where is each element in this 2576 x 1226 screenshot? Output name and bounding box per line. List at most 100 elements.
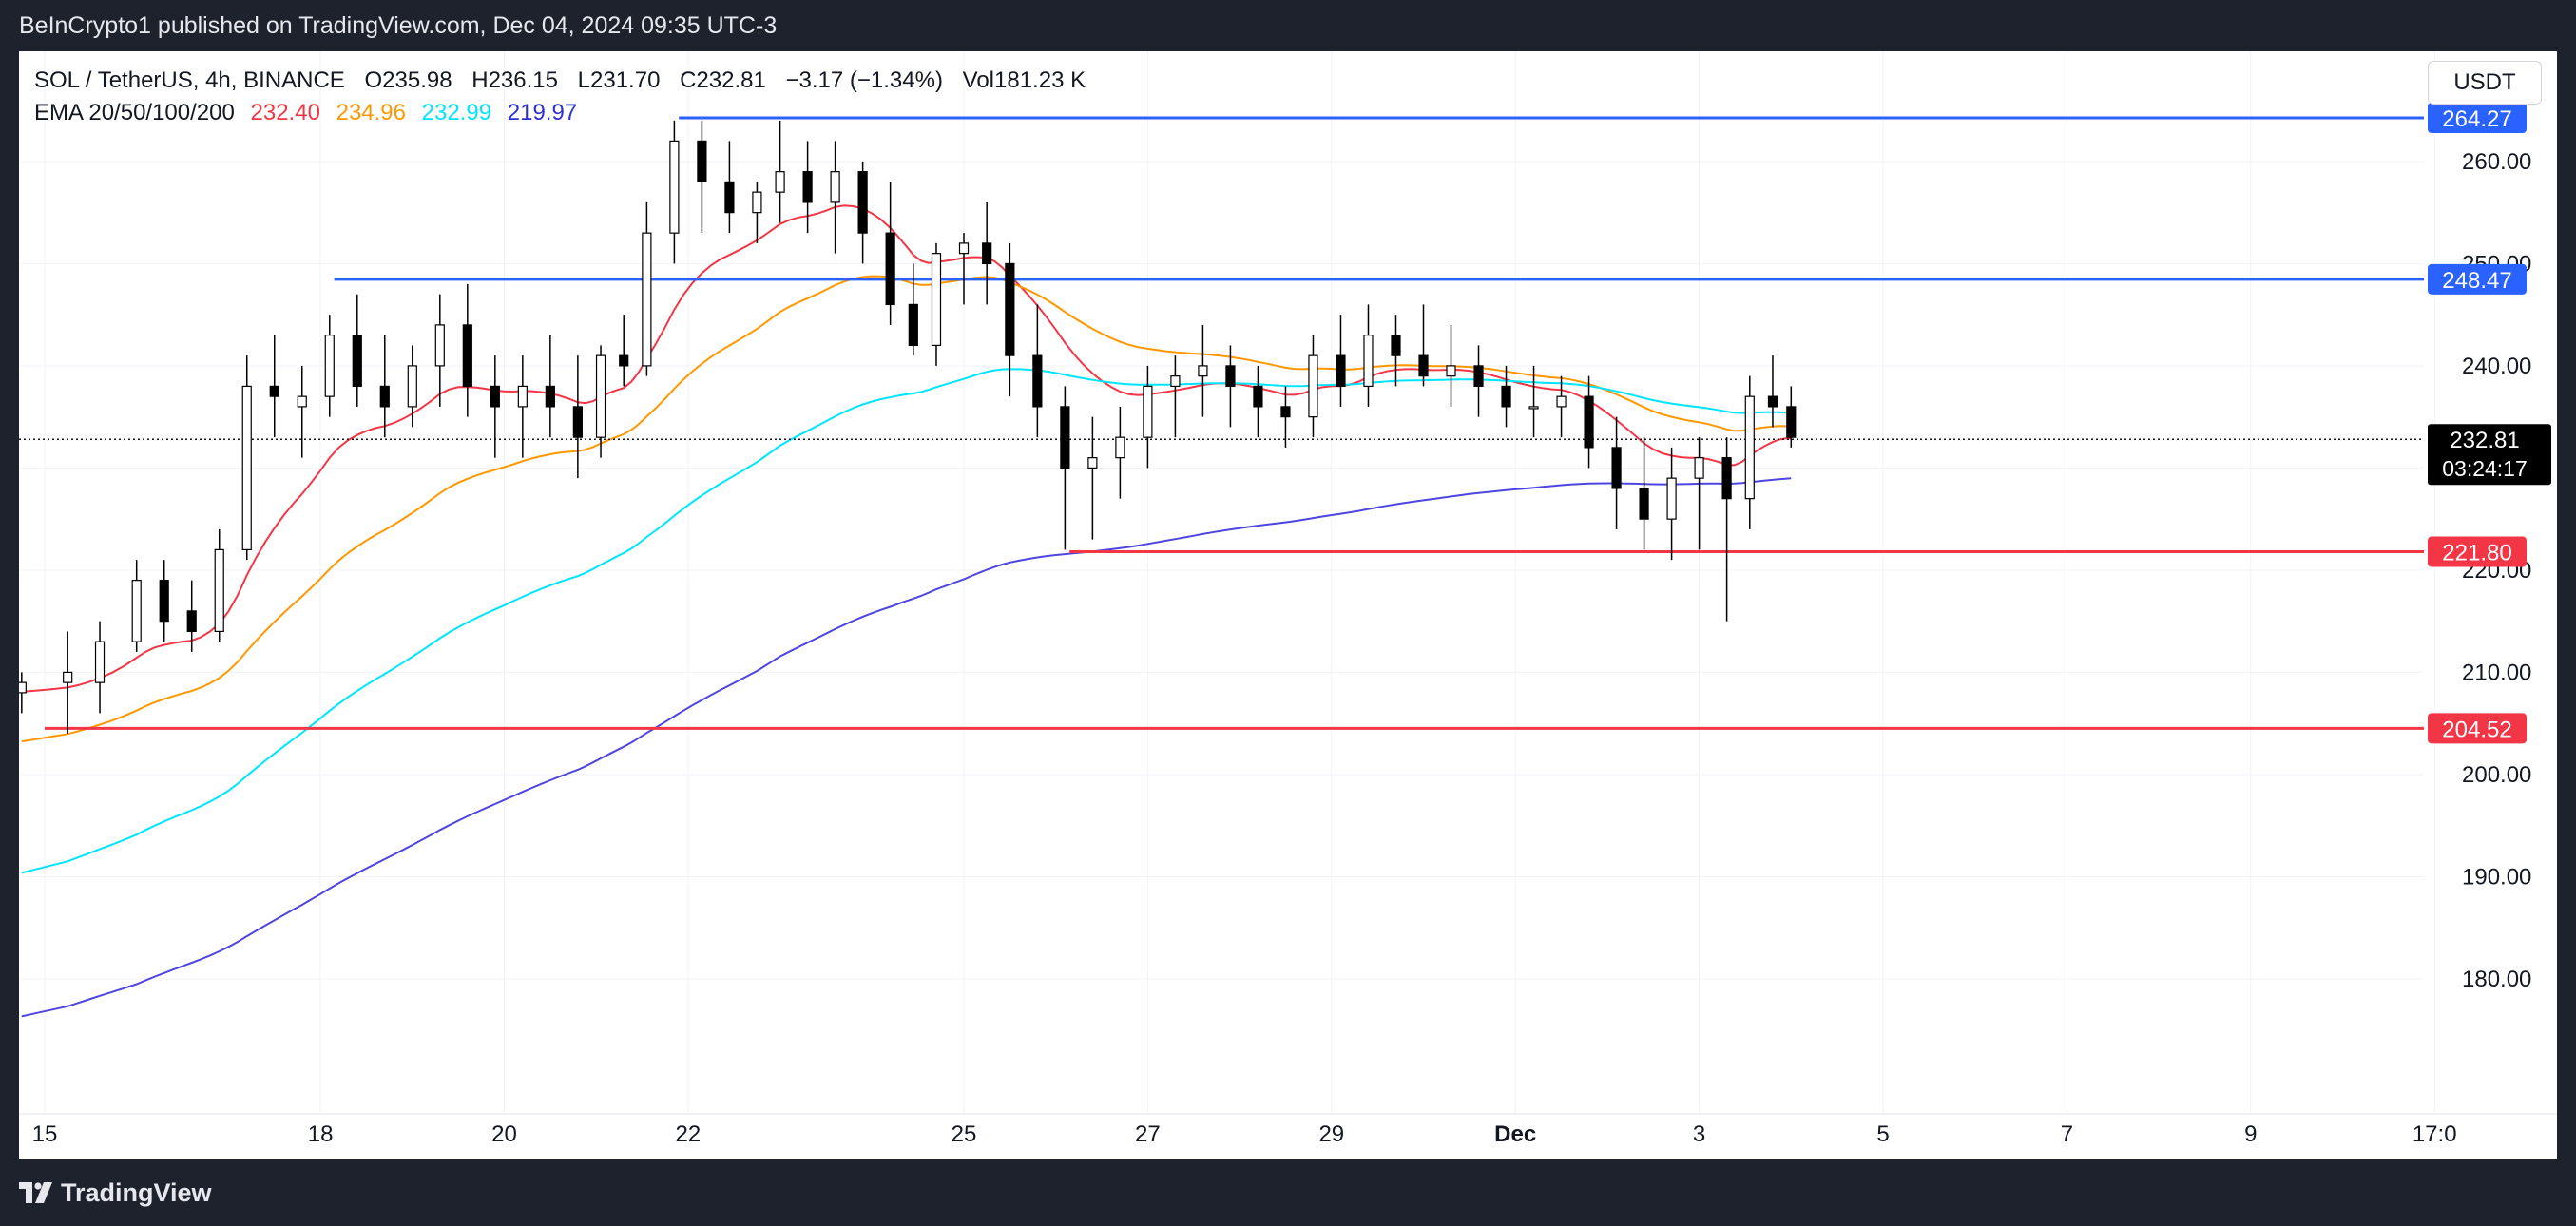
candle-up-55 [1528,406,1539,410]
x-tick-label-1: 18 [308,1121,334,1147]
y-tick-label-0: 180.00 [2462,967,2531,992]
support-level-label-2: 221.80 [2442,541,2511,566]
ema20-value: 232.40 [250,100,320,125]
candle-down-8 [269,385,279,397]
y-tick-label-8: 260.00 [2462,149,2531,175]
bottom-bar: TradingView [0,1159,2576,1226]
price-chart[interactable]: 180.00190.00200.00210.00220.00230.00240.… [19,51,2557,1159]
candle-down-59 [1639,488,1649,520]
candle-up-33 [931,253,942,347]
candle-down-11 [352,335,362,388]
y-tick-label-3: 210.00 [2462,660,2531,685]
candle-up-9 [297,395,307,408]
candle-down-12 [379,385,390,408]
symbol-label[interactable]: SOL / TetherUS, 4h, BINANCE [34,67,345,93]
candle-down-28 [802,171,813,203]
candle-down-64 [1767,395,1778,408]
candle-up-14 [434,324,445,367]
candle-down-46 [1280,406,1291,418]
ema50-line [21,275,1792,743]
candle-up-42 [1170,375,1181,388]
candle-up-1 [63,671,73,683]
candle-up-43 [1198,365,1208,377]
x-tick-label-10: 7 [2061,1121,2073,1147]
x-tick-label-4: 25 [952,1121,977,1147]
ema200-value: 219.97 [507,100,578,125]
candle-up-13 [407,365,417,408]
candle-down-44 [1225,365,1236,388]
publisher-caption: BeInCrypto1 published on TradingView.com… [19,12,778,39]
candle-down-15 [462,324,472,388]
candle-down-65 [1786,406,1797,438]
tradingview-logo-icon [19,1182,52,1203]
ema100-line [21,368,1792,874]
currency-button[interactable]: USDT [2428,61,2542,105]
x-tick-label-12: 17:0 [2413,1121,2457,1147]
candle-down-32 [908,303,918,347]
candle-down-30 [857,171,868,234]
candle-up-34 [958,242,970,255]
x-tick-label-9: 5 [1876,1121,1889,1147]
candle-up-61 [1694,457,1704,479]
candle-down-19 [572,406,583,438]
x-tick-label-7: Dec [1494,1121,1536,1147]
candle-down-36 [1005,262,1015,356]
candle-up-27 [775,171,785,193]
candle-down-45 [1253,385,1263,408]
candle-down-16 [490,385,500,408]
candle-down-54 [1501,385,1511,408]
candle-down-50 [1391,335,1401,356]
close-value: C232.81 [680,67,766,93]
candle-up-63 [1744,395,1755,500]
support-level-tag-2 [2428,536,2527,567]
candle-down-57 [1584,395,1594,449]
x-tick-label-0: 15 [32,1121,58,1147]
candle-up-7 [241,385,252,551]
candle-up-49 [1363,335,1374,388]
low-value: L231.70 [577,67,661,93]
candle-up-20 [595,354,606,438]
candle-down-58 [1611,447,1622,489]
current-price-label: 232.81 [2450,428,2519,453]
candle-down-24 [697,140,707,183]
x-tick-label-5: 27 [1135,1121,1161,1147]
candle-countdown-label: 03:24:17 [2442,456,2528,481]
open-value: O235.98 [364,67,452,93]
change-value: −3.17 (−1.34%) [785,67,943,93]
candle-up-2 [94,641,106,683]
ema200-line [21,477,1792,1018]
candle-down-25 [724,181,735,214]
candle-down-51 [1418,354,1429,377]
candle-down-37 [1032,354,1043,408]
chart-panel[interactable]: 180.00190.00200.00210.00220.00230.00240.… [19,51,2557,1159]
candle-up-22 [642,232,652,367]
candle-down-5 [186,610,197,633]
candle-up-0 [19,681,27,694]
candle-up-60 [1666,477,1677,520]
x-tick-label-3: 22 [676,1121,702,1147]
candle-up-29 [830,171,840,203]
resistance-level-tag-0 [2428,103,2527,133]
support-level-label-3: 204.52 [2442,717,2511,742]
resistance-level-tag-1 [2428,263,2527,295]
ema-row: EMA 20/50/100/200 232.40 234.96 232.99 2… [34,97,1086,129]
candle-up-52 [1446,365,1456,377]
y-tick-label-2: 200.00 [2462,762,2531,788]
candle-down-18 [545,385,555,408]
candle-down-53 [1473,365,1484,388]
x-tick-label-6: 29 [1318,1121,1344,1147]
candle-down-38 [1060,406,1070,469]
ohlc-row: SOL / TetherUS, 4h, BINANCE O235.98 H236… [34,65,1086,97]
candle-up-23 [669,140,680,234]
support-level-tag-3 [2428,713,2527,744]
x-tick-label-11: 9 [2244,1121,2257,1147]
x-tick-label-8: 3 [1693,1121,1705,1147]
candle-up-41 [1143,385,1153,438]
candle-up-17 [517,385,528,408]
candle-up-40 [1115,436,1125,459]
candle-down-62 [1721,457,1732,500]
tradingview-logo[interactable]: TradingView [19,1178,212,1207]
chart-legend: SOL / TetherUS, 4h, BINANCE O235.98 H236… [34,65,1086,129]
candle-up-26 [752,191,762,214]
ema-label[interactable]: EMA 20/50/100/200 [34,100,235,125]
